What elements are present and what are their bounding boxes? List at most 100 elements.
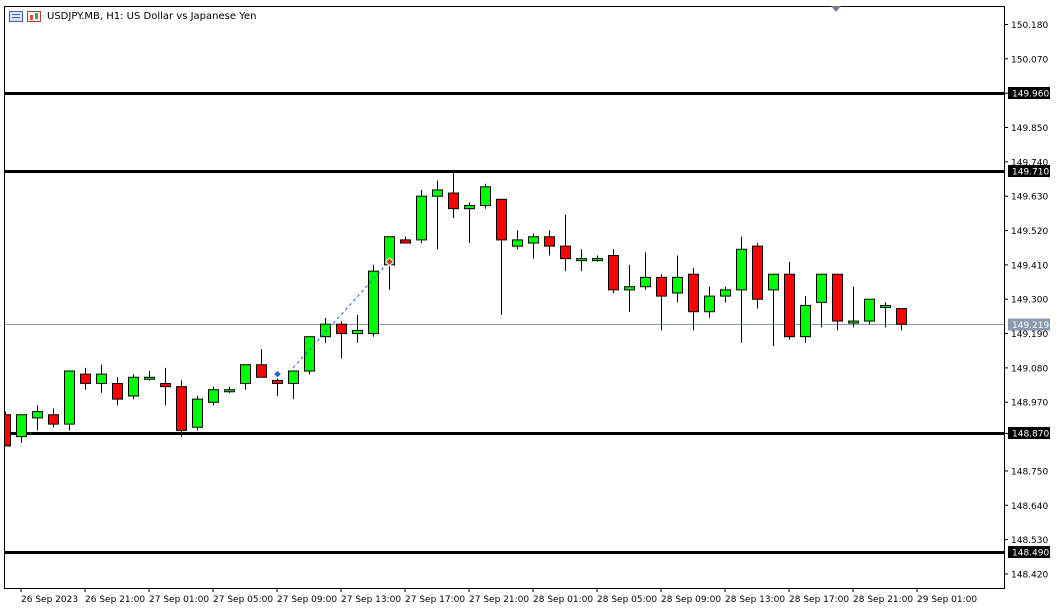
x-tick-label: 26 Sep 21:00 xyxy=(85,595,145,605)
bull-candle xyxy=(624,264,635,312)
x-tick-label: 27 Sep 13:00 xyxy=(341,595,401,605)
candle-body xyxy=(320,323,331,338)
y-tick-label: 149.630 xyxy=(1011,193,1048,203)
candle-body xyxy=(240,364,251,385)
candle-body xyxy=(112,383,123,400)
bear-candle xyxy=(256,349,267,378)
candle-body xyxy=(256,364,267,378)
bear-candle xyxy=(560,214,571,272)
chart-type-icon[interactable] xyxy=(27,10,41,22)
bear-candle xyxy=(688,267,699,331)
bull-candle xyxy=(528,233,539,259)
bear-candle xyxy=(896,308,907,331)
x-tick-label: 27 Sep 21:00 xyxy=(469,595,529,605)
candle-body xyxy=(48,414,59,425)
y-tick-label: 149.410 xyxy=(1011,261,1048,271)
y-tick-label: 148.530 xyxy=(1011,536,1048,546)
x-tick-label: 27 Sep 05:00 xyxy=(213,595,273,605)
y-tick-label: 148.420 xyxy=(1011,570,1048,580)
chart-shift-marker-icon[interactable] xyxy=(831,6,841,12)
hline-price-label: 149.710 xyxy=(1012,168,1049,178)
candle-body xyxy=(800,304,811,338)
bull-candle xyxy=(368,264,379,337)
bid-price-tag xyxy=(1008,318,1050,331)
bear-candle xyxy=(336,321,347,359)
candle-body xyxy=(768,273,779,291)
bull-candle xyxy=(288,370,299,400)
candle-body xyxy=(688,273,699,313)
bear-candle xyxy=(752,243,763,309)
candle-body xyxy=(512,239,523,247)
candle-body xyxy=(128,376,139,397)
y-tick-label: 149.850 xyxy=(1011,124,1048,134)
candle-body xyxy=(848,320,859,324)
candle-body xyxy=(784,273,795,338)
hline-price-label: 149.960 xyxy=(1012,90,1049,100)
candle-body xyxy=(192,398,203,428)
candle-body xyxy=(816,273,827,303)
bear-candle xyxy=(176,380,187,437)
bear-candle xyxy=(496,198,507,315)
candle-body xyxy=(272,379,283,385)
candle-body xyxy=(640,276,651,288)
candle-body xyxy=(464,205,475,210)
candle-body xyxy=(224,389,235,393)
candle-body xyxy=(896,308,907,325)
candle-body xyxy=(560,245,571,260)
bull-candle xyxy=(480,183,491,209)
candle-body xyxy=(176,386,187,431)
bull-candle xyxy=(768,273,779,347)
y-tick-label: 149.190 xyxy=(1011,330,1048,340)
plot-area[interactable] xyxy=(4,6,1005,589)
bull-candle xyxy=(16,414,27,443)
bull-candle xyxy=(592,255,603,262)
candle-body xyxy=(400,239,411,244)
candle-body xyxy=(448,192,459,210)
bull-candle xyxy=(208,386,219,406)
bull-candle xyxy=(512,230,523,250)
candle-body xyxy=(832,273,843,322)
candle-body xyxy=(880,304,891,308)
candle-body xyxy=(304,336,315,372)
bull-candle xyxy=(864,298,875,325)
candle-body xyxy=(144,376,155,380)
candle-body xyxy=(208,389,219,403)
candle-body xyxy=(352,329,363,335)
bear-candle xyxy=(112,377,123,406)
bull-candle xyxy=(64,370,75,431)
x-tick-label: 28 Sep 13:00 xyxy=(725,595,785,605)
x-tick-label: 27 Sep 17:00 xyxy=(405,595,465,605)
bull-candle xyxy=(576,249,587,272)
x-tick-label: 26 Sep 2023 xyxy=(21,595,78,605)
chart-title: USDJPY.MB, H1: US Dollar vs Japanese Yen xyxy=(47,10,257,22)
bear-candle xyxy=(80,367,91,390)
candle-body xyxy=(752,245,763,300)
x-tick-label: 27 Sep 09:00 xyxy=(277,595,337,605)
bear-candle xyxy=(832,273,843,331)
x-tick-label: 28 Sep 01:00 xyxy=(533,595,593,605)
bull-candle xyxy=(432,180,443,250)
sell-arrow-marker xyxy=(384,257,395,267)
bull-candle xyxy=(352,314,363,343)
chart-menu-icon[interactable] xyxy=(9,10,23,22)
candle-body xyxy=(704,295,715,313)
bear-candle xyxy=(656,274,667,331)
candle-body xyxy=(720,289,731,297)
hline-price-tag xyxy=(1008,87,1050,99)
candle-body xyxy=(864,298,875,322)
bull-candle xyxy=(800,296,811,343)
bull-candle xyxy=(96,364,107,393)
y-tick-label: 150.180 xyxy=(1011,21,1048,31)
bear-candle xyxy=(784,261,795,340)
candle-body xyxy=(96,373,107,385)
bull-candle xyxy=(464,202,475,244)
bear-candle xyxy=(48,408,59,428)
y-tick-label: 150.070 xyxy=(1011,55,1048,65)
bull-candle xyxy=(128,374,139,400)
candle-body xyxy=(528,236,539,244)
bull-candle xyxy=(848,286,859,328)
y-tick-label: 148.750 xyxy=(1011,467,1048,477)
candle-body xyxy=(624,286,635,291)
bear-candle xyxy=(5,411,11,447)
